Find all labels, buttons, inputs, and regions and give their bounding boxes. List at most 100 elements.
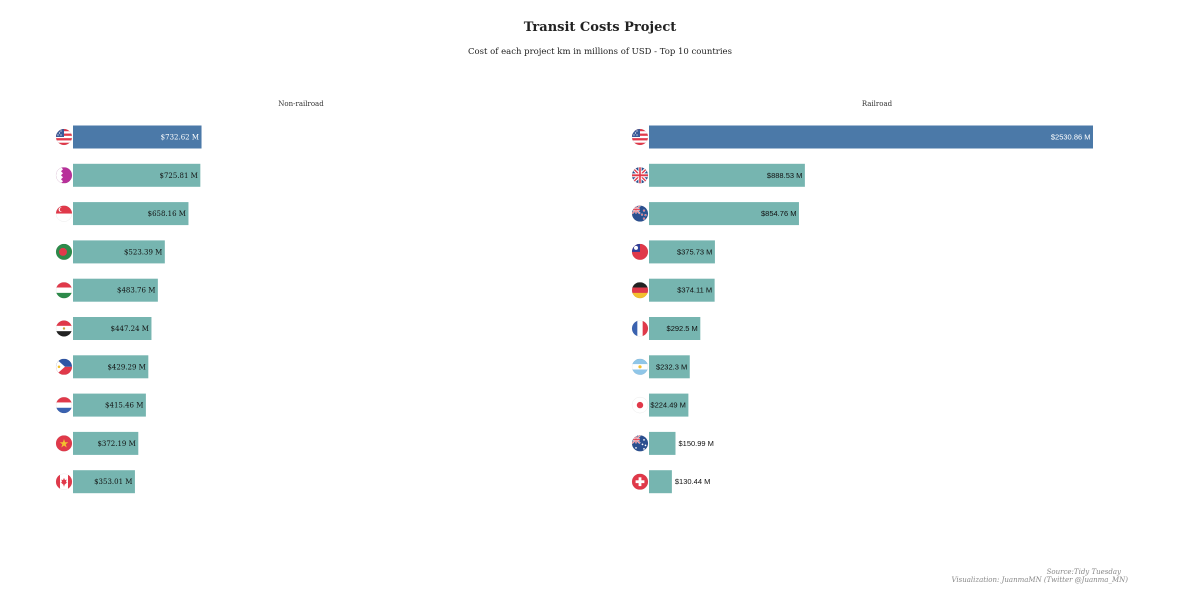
- bar: [73, 240, 165, 264]
- bar-value-label: $375.73 M: [677, 247, 712, 256]
- bar-value-label: $732.62 M: [161, 134, 199, 142]
- flag-border: [631, 243, 649, 261]
- bar-value-label: $130.44 M: [675, 477, 710, 486]
- flag-nz-icon: [632, 205, 648, 222]
- bar-row: $732.62 M: [55, 125, 202, 149]
- flag-border: [631, 167, 649, 184]
- bar-row: $658.16 M: [55, 202, 189, 226]
- bar-value-label: $415.46 M: [105, 402, 143, 410]
- bar-value-label: $150.99 M: [678, 439, 713, 448]
- bar-row: $224.49 M: [631, 393, 689, 417]
- flag-bd-icon: [56, 243, 72, 260]
- flag-us-icon: [632, 129, 648, 145]
- flag-eg-icon: [56, 320, 72, 337]
- bar-value-label: $658.16 M: [148, 210, 186, 218]
- flag-border: [55, 243, 73, 261]
- bar-row: $374.11 M: [631, 278, 715, 302]
- bar-row: $375.73 M: [631, 240, 715, 264]
- bar-row: $429.29 M: [55, 355, 149, 379]
- bar-row: $232.3 M: [631, 355, 690, 379]
- bar-row: $483.76 M: [55, 278, 158, 302]
- bar: [649, 163, 805, 187]
- panel-title-railroad: Railroad: [862, 100, 893, 108]
- bar: [649, 355, 690, 379]
- flag-au-icon: [632, 435, 648, 452]
- bar-row: $150.99 M: [631, 431, 714, 455]
- bar-value-label: $292.5 M: [667, 324, 698, 333]
- panel-non-railroad: Non-railroad $732.62 M $725.81 M $658.16 M…: [55, 100, 324, 494]
- flag-vn-icon: [56, 435, 72, 452]
- bar-value-label: $224.49 M: [650, 401, 685, 410]
- caption-credit: Visualization: JuanmaMN (Twitter @Juanma…: [951, 576, 1128, 584]
- flag-border: [631, 396, 649, 414]
- panel-title-non-railroad: Non-railroad: [278, 100, 324, 108]
- flag-border: [631, 435, 649, 452]
- panel-railroad: Railroad $2530.86 M $888.53 M $854.76 M $37…: [631, 100, 1093, 494]
- bar: [73, 393, 146, 417]
- bar: [649, 202, 799, 226]
- bar-value-label: $854.76 M: [761, 209, 796, 218]
- bar-row: $854.76 M: [631, 202, 799, 226]
- flag-ca-icon: [56, 473, 72, 490]
- flag-ch-icon: [632, 473, 648, 490]
- flag-border: [631, 473, 649, 490]
- bar: [73, 125, 202, 149]
- flag-border: [55, 128, 73, 146]
- flag-border: [55, 205, 73, 222]
- bar-row: $888.53 M: [631, 163, 805, 187]
- bar: [73, 355, 149, 379]
- bar-row: $372.19 M: [55, 431, 139, 455]
- bar: [649, 431, 676, 455]
- flag-us-icon: [56, 129, 72, 145]
- flag-fr-icon: [632, 320, 648, 337]
- bar: [649, 393, 689, 417]
- flag-border: [55, 167, 73, 184]
- bar-row: $292.5 M: [631, 317, 701, 340]
- bar-row: $447.24 M: [55, 317, 152, 340]
- flag-border: [55, 320, 73, 337]
- flag-border: [55, 473, 73, 490]
- bar-row: $523.39 M: [55, 240, 165, 264]
- flag-border: [55, 281, 73, 299]
- chart-subtitle: Cost of each project km in millions of U…: [468, 47, 732, 57]
- bar: [73, 431, 139, 455]
- bar-value-label: $232.3 M: [656, 362, 687, 371]
- bar-value-label: $372.19 M: [97, 440, 135, 448]
- bar-value-label: $725.81 M: [159, 172, 197, 180]
- flag-nl-icon: [56, 397, 72, 414]
- bar-row: $725.81 M: [55, 163, 201, 187]
- bar-value-label: $2530.86 M: [1051, 133, 1091, 142]
- bar: [649, 317, 701, 340]
- flag-sg-icon: [56, 205, 72, 222]
- bar-row: $2530.86 M: [631, 125, 1093, 149]
- bar-value-label: $353.01 M: [94, 478, 132, 486]
- flag-border: [631, 358, 649, 376]
- bar: [649, 470, 672, 494]
- bar-value-label: $523.39 M: [124, 248, 162, 256]
- flag-bh-icon: [56, 167, 72, 184]
- bar: [73, 470, 135, 494]
- bar: [73, 202, 189, 226]
- bar-value-label: $374.11 M: [677, 286, 712, 295]
- bar-value-label: $429.29 M: [107, 363, 145, 371]
- flag-border: [631, 128, 649, 146]
- bar-row: $353.01 M: [55, 470, 135, 494]
- bar-row: $415.46 M: [55, 393, 146, 417]
- bar: [649, 240, 715, 264]
- flag-ar-icon: [632, 358, 648, 375]
- flag-jp-icon: [632, 397, 648, 414]
- flag-border: [55, 435, 73, 452]
- bar: [73, 278, 158, 302]
- bar: [73, 317, 152, 340]
- flag-hu-icon: [56, 282, 72, 299]
- bar-value-label: $447.24 M: [111, 325, 149, 333]
- flag-border: [631, 320, 649, 337]
- flag-border: [631, 205, 649, 222]
- bar: [649, 125, 1093, 149]
- bar-row: $130.44 M: [631, 470, 710, 494]
- bar-value-label: $483.76 M: [117, 287, 155, 295]
- flag-de-icon: [632, 282, 648, 299]
- flag-tw-icon: [632, 243, 648, 260]
- chart-title: Transit Costs Project: [524, 20, 677, 35]
- bar-value-label: $888.53 M: [767, 171, 802, 180]
